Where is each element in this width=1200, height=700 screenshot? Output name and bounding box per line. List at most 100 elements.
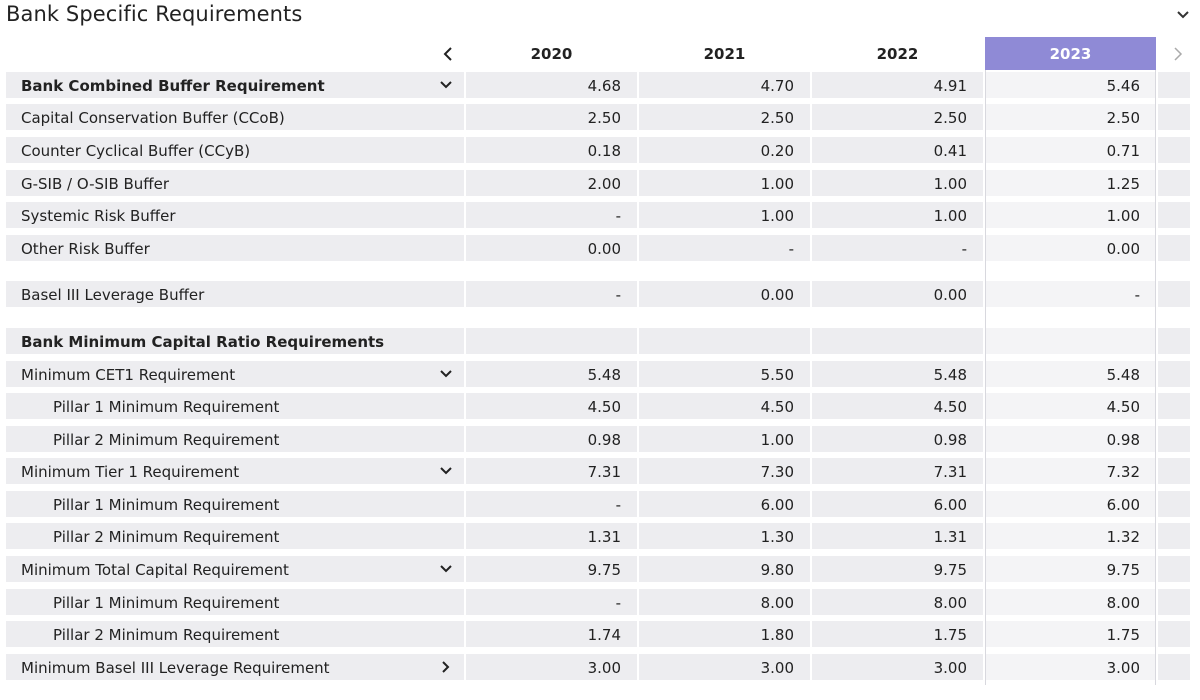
- value-cell-2020: 1.31: [466, 523, 637, 549]
- value-cell-2021: 1.00: [639, 426, 810, 452]
- value-cell-2020: -: [466, 202, 637, 228]
- chevron-down-icon: [440, 467, 452, 475]
- row-label: Pillar 1 Minimum Requirement: [53, 594, 280, 612]
- table-row: Pillar 1 Minimum Requirement 4.50 4.50 4.50…: [6, 393, 1190, 419]
- value-cell-2022: 1.75: [812, 621, 983, 647]
- row-label-cell: Pillar 1 Minimum Requirement: [6, 393, 464, 419]
- value-cell-2023: 8.00: [985, 589, 1156, 615]
- value-cell-2021: 5.50: [639, 361, 810, 387]
- value-cell-2020: [466, 328, 637, 354]
- value-cell-2021: 1.00: [639, 202, 810, 228]
- table-row[interactable]: Minimum Total Capital Requirement 9.75 9.8…: [6, 556, 1190, 582]
- row-tail-cell: [1158, 361, 1190, 387]
- row-label-cell: G-SIB / O-SIB Buffer: [6, 170, 464, 196]
- value-cell-2023: 2.50: [985, 104, 1156, 130]
- row-tail-cell: [1158, 137, 1190, 163]
- value-cell-2022: 2.50: [812, 104, 983, 130]
- previous-years-button[interactable]: [434, 44, 462, 64]
- chevron-down-icon: [440, 81, 452, 89]
- table-row: Pillar 2 Minimum Requirement 1.31 1.30 1.31…: [6, 523, 1190, 549]
- row-label: Pillar 2 Minimum Requirement: [53, 626, 280, 644]
- value-cell-2020: 0.18: [466, 137, 637, 163]
- row-tail-cell: [1158, 589, 1190, 615]
- year-header: 2020 2021 2022 2023: [6, 37, 1190, 70]
- row-tail-cell: [1158, 393, 1190, 419]
- table-row[interactable]: Bank Combined Buffer Requirement 4.68 4.70…: [6, 72, 1190, 98]
- next-years-button[interactable]: [1164, 44, 1192, 64]
- table-row: Pillar 1 Minimum Requirement -6.00 6.00 6.0…: [6, 491, 1190, 517]
- value-cell-2021: 9.80: [639, 556, 810, 582]
- row-label-cell: Minimum Basel III Leverage Requirement: [6, 654, 464, 680]
- value-cell-2021: -: [639, 235, 810, 261]
- table-row: Capital Conservation Buffer (CCoB) 2.50 2.…: [6, 104, 1190, 130]
- row-tail-cell: [1158, 491, 1190, 517]
- value-cell-2022: 4.50: [812, 393, 983, 419]
- value-cell-2023: 0.00: [985, 235, 1156, 261]
- value-cell-2020: 2.50: [466, 104, 637, 130]
- collapse-row-button[interactable]: [438, 77, 454, 93]
- row-label-cell: Pillar 1 Minimum Requirement: [6, 491, 464, 517]
- row-label: Bank Combined Buffer Requirement: [21, 77, 325, 95]
- chevron-right-icon: [1174, 47, 1183, 61]
- value-cell-2022: [812, 328, 983, 354]
- table-row[interactable]: Minimum Tier 1 Requirement 7.31 7.30 7.31 7.…: [6, 458, 1190, 484]
- value-cell-2022: 3.00: [812, 654, 983, 680]
- value-cell-2023: 7.32: [985, 458, 1156, 484]
- value-cell-2020: 0.98: [466, 426, 637, 452]
- row-tail-cell: [1158, 170, 1190, 196]
- row-tail-cell: [1158, 235, 1190, 261]
- row-label: Minimum Tier 1 Requirement: [21, 463, 240, 481]
- chevron-down-icon: [1177, 11, 1189, 19]
- row-tail-cell: [1158, 458, 1190, 484]
- value-cell-2021: 6.00: [639, 491, 810, 517]
- value-cell-2022: 8.00: [812, 589, 983, 615]
- value-cell-2020: 0.00: [466, 235, 637, 261]
- value-cell-2023: 1.75: [985, 621, 1156, 647]
- collapse-row-button[interactable]: [438, 366, 454, 382]
- row-tail-cell: [1158, 202, 1190, 228]
- table-row[interactable]: Minimum Basel III Leverage Requirement 3.…: [6, 654, 1190, 680]
- value-cell-2021: 0.00: [639, 281, 810, 307]
- row-tail-cell: [1158, 654, 1190, 680]
- value-cell-2021: 2.50: [639, 104, 810, 130]
- row-tail-cell: [1158, 556, 1190, 582]
- row-tail-cell: [1158, 328, 1190, 354]
- chevron-right-icon: [442, 661, 450, 673]
- value-cell-2021: 1.00: [639, 170, 810, 196]
- row-tail-cell: [1158, 523, 1190, 549]
- value-cell-2022: 5.48: [812, 361, 983, 387]
- value-cell-2022: 0.41: [812, 137, 983, 163]
- row-label-cell: Pillar 2 Minimum Requirement: [6, 426, 464, 452]
- value-cell-2020: 9.75: [466, 556, 637, 582]
- value-cell-2023: 0.71: [985, 137, 1156, 163]
- table-row: Basel III Leverage Buffer -0.00 0.00-: [6, 281, 1190, 307]
- row-label: Pillar 2 Minimum Requirement: [53, 431, 280, 449]
- page-title: Bank Specific Requirements: [6, 2, 303, 26]
- collapse-section-button[interactable]: [1172, 6, 1194, 24]
- chevron-down-icon: [440, 370, 452, 378]
- table-row: G-SIB / O-SIB Buffer 2.00 1.00 1.00 1.25: [6, 170, 1190, 196]
- table-row: Other Risk Buffer 0.00- -0.00: [6, 235, 1190, 261]
- value-cell-2020: -: [466, 491, 637, 517]
- value-cell-2022: 6.00: [812, 491, 983, 517]
- value-cell-2023: 1.00: [985, 202, 1156, 228]
- row-label: Minimum Total Capital Requirement: [21, 561, 289, 579]
- table-row: Bank Minimum Capital Ratio Requirements: [6, 328, 1190, 354]
- value-cell-2020: -: [466, 589, 637, 615]
- table-row[interactable]: Minimum CET1 Requirement 5.48 5.50 5.48 5.48: [6, 361, 1190, 387]
- row-label: Capital Conservation Buffer (CCoB): [21, 109, 285, 127]
- row-label-cell: Bank Minimum Capital Ratio Requirements: [6, 328, 464, 354]
- collapse-row-button[interactable]: [438, 561, 454, 577]
- collapse-row-button[interactable]: [438, 463, 454, 479]
- year-header-2021: 2021: [703, 45, 746, 63]
- value-cell-2023: 0.98: [985, 426, 1156, 452]
- value-cell-2022: 0.00: [812, 281, 983, 307]
- row-label: Minimum Basel III Leverage Requirement: [21, 659, 330, 677]
- value-cell-2023: 5.48: [985, 361, 1156, 387]
- expand-row-button[interactable]: [438, 659, 454, 675]
- row-label-cell: Bank Combined Buffer Requirement: [6, 72, 464, 98]
- value-cell-2021: 4.50: [639, 393, 810, 419]
- year-header-2023-selected[interactable]: 2023: [985, 37, 1156, 70]
- value-cell-2021: 4.70: [639, 72, 810, 98]
- row-tail-cell: [1158, 72, 1190, 98]
